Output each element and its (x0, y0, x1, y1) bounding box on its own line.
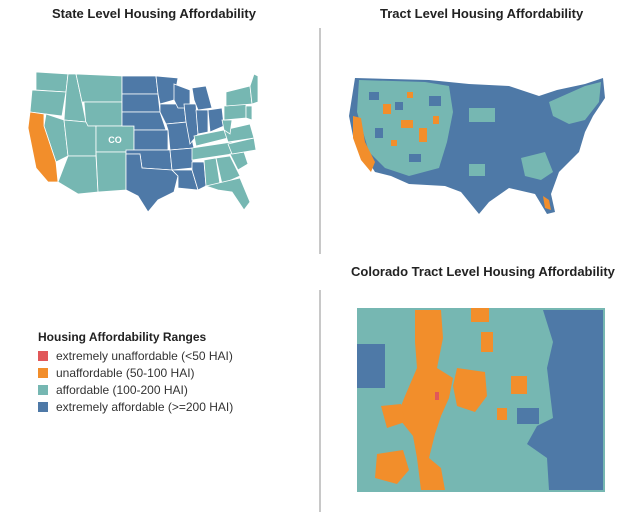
state-new-england (249, 73, 258, 105)
state-new-mexico (95, 151, 127, 193)
legend-label: unaffordable (50-100 HAI) (56, 365, 195, 380)
co-north-center-patch (481, 332, 493, 352)
state-level-map: CO (28, 71, 258, 213)
legend-item-unaffordable: unaffordable (50-100 HAI) (38, 364, 233, 381)
state-wyoming (83, 101, 123, 127)
colorado-map-title: Colorado Tract Level Housing Affordabili… (351, 264, 615, 279)
state-minnesota (155, 75, 179, 105)
legend: Housing Affordability Ranges extremely u… (38, 330, 233, 415)
tract-extremely-affordable-patches (369, 92, 441, 162)
tract-unaffordable-patch-1 (383, 104, 391, 114)
state-north-carolina (227, 137, 257, 155)
tract-level-map (349, 78, 605, 214)
state-mississippi (191, 161, 207, 191)
legend-item-extremely-affordable: extremely affordable (>=200 HAI) (38, 398, 233, 415)
tract-unaffordable-areas (353, 92, 551, 210)
co-center-blob (453, 368, 487, 412)
tract-california-unaffordable (353, 116, 375, 172)
legend-label: extremely unaffordable (<50 HAI) (56, 348, 233, 363)
colorado-extremely-affordable (357, 310, 603, 490)
state-montana (75, 73, 123, 103)
state-florida (204, 177, 251, 211)
state-louisiana (171, 169, 199, 191)
legend-swatch-extremely-unaffordable (38, 350, 48, 361)
state-georgia (215, 155, 241, 185)
state-west-virginia (221, 119, 233, 135)
state-north-dakota (121, 75, 159, 95)
state-label-co: CO (108, 135, 122, 145)
state-illinois (183, 103, 199, 145)
state-new-jersey (245, 105, 253, 121)
legend-label: affordable (100-200 HAI) (56, 382, 188, 397)
tract-texas-affordable (469, 164, 485, 176)
legend-swatch-unaffordable (38, 367, 48, 378)
state-arkansas (169, 147, 195, 171)
state-michigan (191, 85, 213, 111)
legend-title: Housing Affordability Ranges (38, 330, 207, 344)
state-new-york (225, 85, 253, 107)
state-virginia (223, 123, 255, 143)
co-southwest-unaffordable (375, 450, 409, 484)
co-north-patch (471, 308, 489, 322)
vertical-divider-top (319, 28, 321, 254)
state-indiana (195, 109, 209, 135)
us-states (28, 71, 258, 213)
state-texas (125, 153, 179, 213)
legend-label: extremely affordable (>=200 HAI) (56, 399, 234, 414)
state-washington (35, 71, 69, 93)
co-central-unaffordable (397, 310, 453, 490)
legend-swatch-extremely-affordable (38, 401, 48, 412)
co-southeast-patch (517, 408, 539, 424)
tract-unaffordable-patch-4 (407, 92, 413, 98)
tract-unaffordable-patch-2 (401, 120, 413, 128)
co-east-patch (511, 376, 527, 394)
co-east-affordable (527, 310, 603, 490)
colorado-tract-map (357, 308, 605, 492)
tract-florida-unaffordable (543, 196, 551, 210)
state-south-dakota (121, 93, 161, 113)
legend-item-extremely-unaffordable: extremely unaffordable (<50 HAI) (38, 347, 233, 364)
tract-unaffordable-patch-5 (433, 116, 439, 124)
state-wisconsin (173, 83, 191, 109)
co-west-affordable (357, 344, 385, 388)
co-mid-patch (497, 408, 507, 420)
colorado-unaffordable (375, 308, 527, 490)
tract-central-affordable (469, 108, 495, 122)
co-west-unaffordable (381, 404, 405, 428)
tract-southeast-affordable (521, 152, 553, 180)
tract-unaffordable-patch-3 (419, 128, 427, 142)
co-extremely-unaffordable-patch (435, 392, 439, 400)
state-oregon (29, 89, 67, 117)
legend-item-affordable: affordable (100-200 HAI) (38, 381, 233, 398)
state-map-title: State Level Housing Affordability (52, 6, 256, 21)
legend-swatch-affordable (38, 384, 48, 395)
state-california (28, 111, 59, 183)
tract-map-title: Tract Level Housing Affordability (380, 6, 584, 21)
vertical-divider-bottom (319, 290, 321, 512)
tract-unaffordable-patch-6 (391, 140, 397, 146)
state-pennsylvania (223, 103, 247, 121)
state-kansas (133, 129, 169, 151)
state-arizona (57, 155, 99, 195)
tract-northeast-affordable (549, 82, 601, 124)
